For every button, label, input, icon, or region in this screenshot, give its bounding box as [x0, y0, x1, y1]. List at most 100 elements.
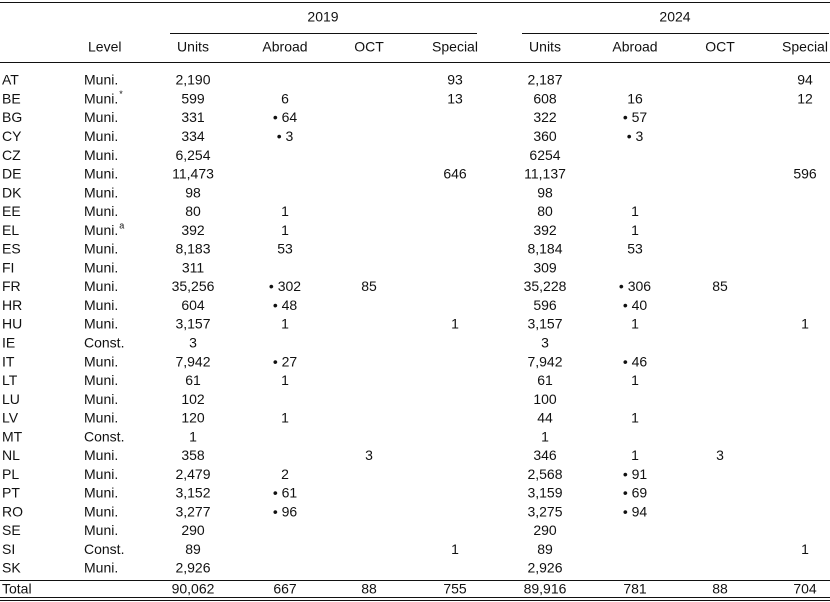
cell: 16	[627, 90, 643, 106]
cell: 1	[281, 410, 289, 426]
level-note: *	[119, 89, 123, 99]
cell: 120	[181, 410, 205, 426]
level: Muni.	[84, 90, 118, 106]
cell: 89	[537, 541, 553, 557]
cell: 2	[281, 466, 289, 482]
country: PT	[2, 485, 20, 501]
country: EE	[2, 203, 21, 219]
cell: 12	[797, 90, 813, 106]
cell: • 40	[623, 297, 648, 313]
cell: 35,256	[172, 278, 215, 294]
column-header: Special	[432, 39, 478, 55]
cell: 3,157	[527, 316, 562, 332]
level: Muni.	[84, 410, 118, 426]
cell: 1	[631, 203, 639, 219]
country: SI	[2, 541, 15, 557]
level: Muni.	[84, 222, 118, 238]
level-note: a	[119, 221, 124, 231]
level: Muni.	[84, 485, 118, 501]
cell: 6254	[529, 147, 560, 163]
cell: 3,152	[175, 485, 210, 501]
cell: 80	[537, 203, 553, 219]
cell: • 27	[273, 353, 298, 369]
country: IE	[2, 334, 15, 350]
cell: 88	[361, 581, 377, 597]
cell: 604	[181, 297, 205, 313]
country: Total	[2, 581, 32, 597]
country: HU	[2, 316, 22, 332]
cell: • 94	[623, 503, 648, 519]
cell: 599	[181, 90, 205, 106]
cell: 331	[181, 109, 205, 125]
cell: 61	[537, 372, 553, 388]
cell: 781	[623, 581, 647, 597]
level: Muni.	[84, 447, 118, 463]
cell: • 306	[619, 278, 651, 294]
cell: 1	[281, 372, 289, 388]
cell: 8,184	[527, 241, 562, 257]
cell: 6	[281, 90, 289, 106]
level: Muni.	[84, 316, 118, 332]
cell: 80	[185, 203, 201, 219]
cell: 596	[793, 166, 817, 182]
column-header: Units	[177, 39, 209, 55]
cell: 1	[631, 316, 639, 332]
cell: 7,942	[527, 353, 562, 369]
cell: 2,187	[527, 72, 562, 88]
country: LV	[2, 410, 19, 426]
cell: • 48	[273, 297, 298, 313]
level: Muni.	[84, 297, 118, 313]
group-year: 2019	[307, 9, 338, 25]
cell: 1	[631, 447, 639, 463]
cell: 85	[361, 278, 377, 294]
country: DK	[2, 184, 22, 200]
cell: 2,926	[527, 560, 562, 576]
cell: 2,926	[175, 560, 210, 576]
country: LU	[2, 391, 20, 407]
cell: • 57	[623, 109, 648, 125]
country: EL	[2, 222, 19, 238]
cell: 53	[277, 241, 293, 257]
country: FR	[2, 278, 21, 294]
country: ES	[2, 241, 21, 257]
cell: • 302	[269, 278, 301, 294]
cell: 3	[541, 334, 549, 350]
cell: 360	[533, 128, 557, 144]
country: HR	[2, 297, 22, 313]
cell: 3	[365, 447, 373, 463]
cell: 11,137	[524, 166, 566, 182]
cell: • 3	[277, 128, 294, 144]
cell: 392	[181, 222, 205, 238]
cell: 358	[181, 447, 205, 463]
cell: 322	[533, 109, 557, 125]
cell: 93	[447, 72, 463, 88]
cell: • 96	[273, 503, 298, 519]
cell: 98	[185, 184, 201, 200]
cell: 98	[537, 184, 553, 200]
cell: 1	[631, 222, 639, 238]
cell: 1	[451, 316, 459, 332]
cell: 646	[443, 166, 467, 182]
level: Muni.	[84, 128, 118, 144]
cell: 2,479	[175, 466, 210, 482]
cell: 88	[712, 581, 728, 597]
cell: • 64	[273, 109, 298, 125]
cell: 89,916	[524, 581, 567, 597]
country: DE	[2, 166, 21, 182]
cell: 3,277	[175, 503, 210, 519]
cell: 1	[189, 428, 197, 444]
cell: 334	[181, 128, 205, 144]
country: BE	[2, 90, 21, 106]
cell: 3,157	[175, 316, 210, 332]
group-year: 2024	[659, 9, 690, 25]
level: Muni.	[84, 372, 118, 388]
level: Muni.	[84, 278, 118, 294]
cell: 53	[627, 241, 643, 257]
column-header: Special	[782, 39, 828, 55]
cell: 90,062	[172, 581, 215, 597]
cell: • 61	[273, 485, 298, 501]
country: CZ	[2, 147, 21, 163]
country: FI	[2, 259, 14, 275]
level: Muni.	[84, 391, 118, 407]
